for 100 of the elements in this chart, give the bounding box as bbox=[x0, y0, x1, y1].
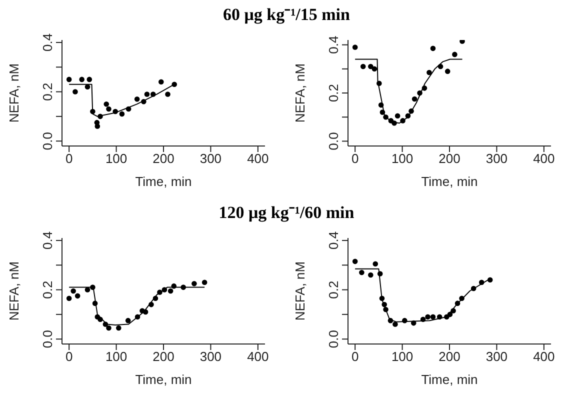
point bbox=[157, 290, 162, 295]
x-tick-label: 100 bbox=[105, 349, 128, 364]
point bbox=[372, 66, 378, 72]
point bbox=[150, 92, 156, 97]
point bbox=[470, 286, 476, 292]
point bbox=[380, 110, 386, 115]
point bbox=[408, 108, 414, 114]
point bbox=[425, 314, 430, 320]
x-tick-label: 100 bbox=[391, 151, 414, 166]
point bbox=[192, 280, 197, 286]
point bbox=[74, 293, 80, 299]
x-tick-label: 400 bbox=[247, 151, 269, 166]
y-tick-label: 0.0 bbox=[326, 330, 341, 348]
point bbox=[392, 322, 398, 327]
point bbox=[90, 284, 96, 290]
point bbox=[372, 261, 378, 267]
point bbox=[459, 296, 464, 302]
point bbox=[368, 64, 374, 70]
x-axis-title: Time, min bbox=[421, 372, 478, 387]
point bbox=[119, 111, 125, 117]
point bbox=[126, 106, 132, 112]
point bbox=[158, 79, 164, 85]
y-tick-label: 0.4 bbox=[326, 231, 341, 250]
x-tick-label: 0 bbox=[351, 349, 359, 364]
x-tick-label: 100 bbox=[105, 151, 128, 166]
point bbox=[360, 64, 366, 70]
point bbox=[402, 318, 408, 324]
point bbox=[102, 322, 108, 327]
point bbox=[92, 300, 98, 306]
x-tick-label: 300 bbox=[486, 151, 508, 166]
x-tick-label: 400 bbox=[533, 349, 555, 364]
point bbox=[66, 296, 72, 302]
point bbox=[168, 288, 174, 294]
y-tick-label: 0.0 bbox=[326, 132, 341, 150]
point bbox=[420, 316, 426, 322]
point bbox=[94, 124, 100, 129]
point bbox=[410, 320, 416, 326]
point bbox=[438, 64, 444, 70]
y-axis-title: NEFA, nM bbox=[292, 63, 308, 123]
point bbox=[478, 280, 484, 286]
point bbox=[86, 76, 92, 82]
point bbox=[359, 270, 364, 276]
point bbox=[394, 113, 400, 119]
point bbox=[383, 114, 388, 120]
y-axis-title: NEFA, nM bbox=[6, 261, 22, 321]
y-tick-label: 0.2 bbox=[326, 84, 341, 102]
point bbox=[405, 113, 411, 119]
x-axis-title: Time, min bbox=[135, 174, 192, 189]
point bbox=[454, 300, 460, 306]
point bbox=[412, 96, 418, 102]
point bbox=[383, 306, 388, 312]
point bbox=[70, 288, 76, 294]
point bbox=[98, 114, 103, 120]
point bbox=[152, 296, 158, 302]
y-tick-label: 0.4 bbox=[40, 33, 55, 52]
point bbox=[487, 277, 493, 283]
point bbox=[142, 309, 148, 315]
y-tick-label: 0.4 bbox=[40, 231, 55, 250]
point bbox=[392, 120, 397, 126]
point bbox=[106, 325, 112, 331]
point bbox=[106, 106, 112, 112]
point bbox=[165, 92, 170, 97]
x-axis-title: Time, min bbox=[421, 174, 478, 189]
point bbox=[90, 108, 96, 114]
x-tick-label: 300 bbox=[200, 349, 222, 364]
x-tick-label: 0 bbox=[65, 349, 73, 364]
x-tick-label: 300 bbox=[200, 151, 222, 166]
point bbox=[376, 80, 382, 86]
chart-title: 60 μg kg⁻¹/15 min bbox=[222, 4, 351, 25]
y-axis-title: NEFA, nM bbox=[6, 63, 22, 123]
x-tick-label: 200 bbox=[152, 151, 174, 166]
y-tick-label: 0.4 bbox=[326, 36, 341, 54]
x-tick-label: 300 bbox=[486, 349, 508, 364]
point bbox=[144, 92, 150, 97]
point bbox=[148, 302, 154, 308]
x-tick-label: 0 bbox=[65, 151, 73, 166]
point bbox=[447, 312, 453, 318]
y-tick-label: 0.0 bbox=[40, 330, 55, 348]
point bbox=[430, 46, 436, 52]
point bbox=[400, 118, 406, 124]
point bbox=[422, 86, 428, 91]
point bbox=[162, 287, 168, 292]
point bbox=[180, 284, 186, 290]
y-axis-title: NEFA, nM bbox=[292, 261, 308, 321]
point bbox=[84, 84, 90, 90]
point bbox=[352, 258, 358, 264]
point bbox=[430, 314, 436, 320]
chart-title: 120 μg kg⁻¹/60 min bbox=[218, 202, 356, 223]
point bbox=[436, 314, 442, 320]
y-tick-label: 0.2 bbox=[40, 82, 55, 101]
point bbox=[116, 325, 122, 331]
point bbox=[72, 89, 78, 94]
point bbox=[377, 271, 383, 276]
point bbox=[450, 308, 456, 314]
x-tick-label: 400 bbox=[247, 349, 269, 364]
point bbox=[382, 302, 387, 308]
point bbox=[134, 96, 140, 102]
x-tick-label: 400 bbox=[533, 151, 555, 166]
point bbox=[66, 76, 72, 82]
point bbox=[134, 314, 140, 320]
